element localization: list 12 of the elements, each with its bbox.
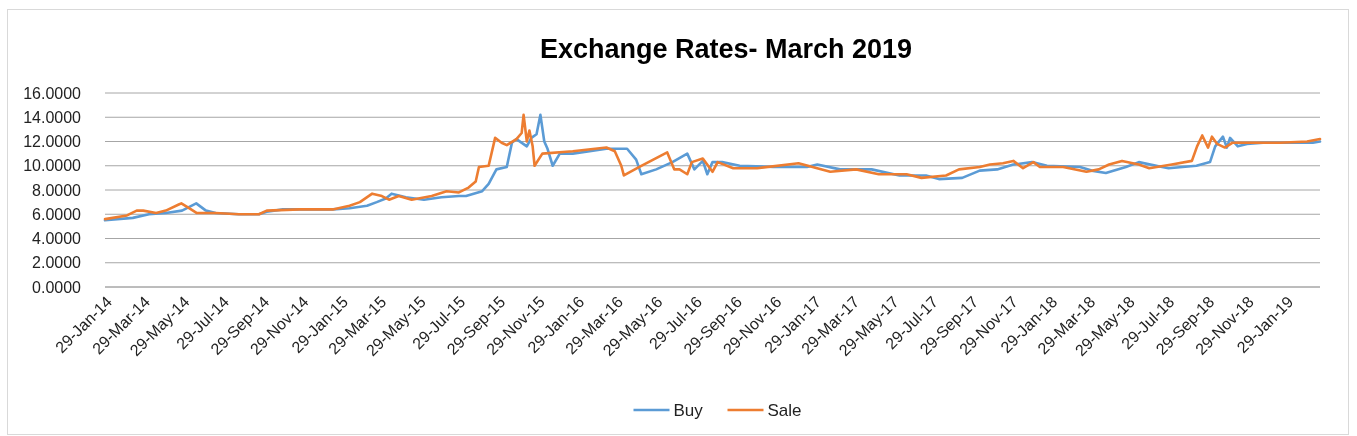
y-tick-label: 16.0000 xyxy=(23,84,82,102)
legend-label: Buy xyxy=(673,400,704,420)
y-tick-label: 10.0000 xyxy=(23,157,82,175)
y-tick-label: 2.0000 xyxy=(32,254,82,272)
chart-title: Exchange Rates- March 2019 xyxy=(539,34,913,64)
y-tick-label: 8.0000 xyxy=(32,181,82,199)
y-tick-label: 12.0000 xyxy=(23,133,82,151)
y-tick-label: 0.0000 xyxy=(32,278,82,296)
y-tick-label: 6.0000 xyxy=(32,205,82,223)
y-tick-label: 4.0000 xyxy=(32,230,82,248)
y-tick-label: 14.0000 xyxy=(23,108,82,126)
legend-label: Sale xyxy=(767,400,802,420)
